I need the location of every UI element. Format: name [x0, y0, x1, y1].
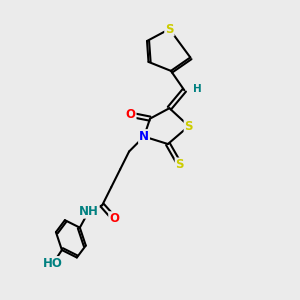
Text: HO: HO	[43, 257, 63, 270]
Text: N: N	[139, 130, 149, 143]
Text: S: S	[184, 120, 193, 133]
Text: S: S	[165, 22, 174, 36]
Text: H: H	[193, 84, 201, 94]
Text: O: O	[126, 108, 136, 121]
Text: S: S	[176, 158, 184, 171]
Text: O: O	[109, 212, 119, 225]
Text: NH: NH	[79, 205, 99, 218]
